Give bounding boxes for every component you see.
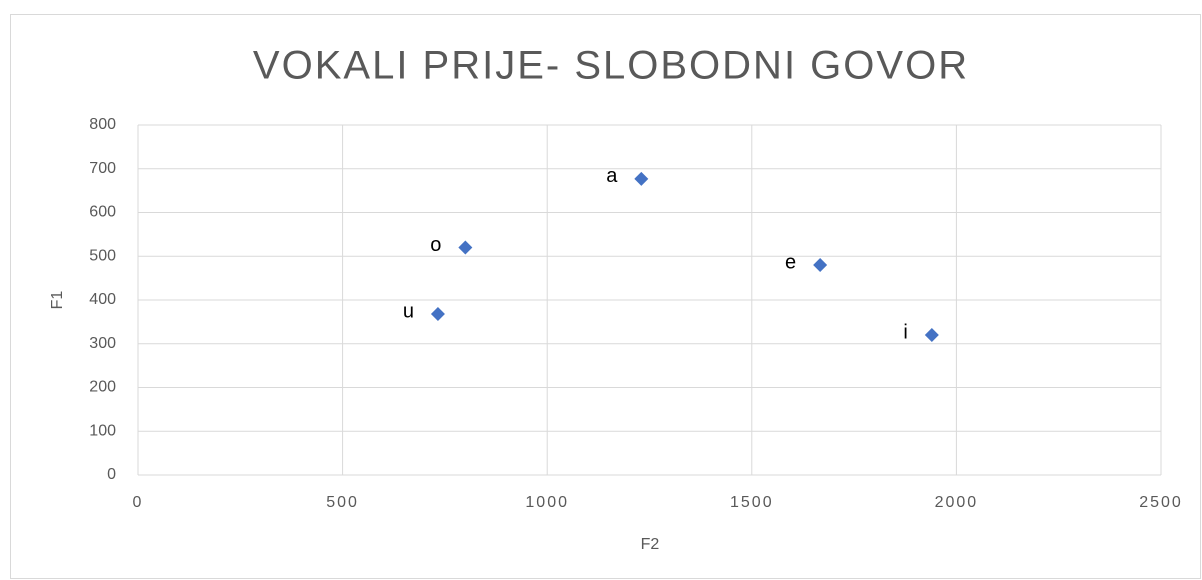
point — [813, 258, 828, 272]
y-tick-label: 300 — [89, 335, 116, 352]
chart-border — [10, 14, 1201, 579]
x-tick-label: 500 — [326, 494, 359, 511]
y-tick-label: 800 — [89, 116, 116, 133]
y-tick-label: 600 — [89, 204, 116, 221]
point — [924, 328, 939, 342]
x-tick-label: 1500 — [730, 494, 774, 511]
x-tick-label: 2000 — [935, 494, 979, 511]
chart-title: VOKALI PRIJE- SLOBODNI GOVOR — [253, 44, 969, 88]
point — [634, 171, 649, 186]
point-label: u — [403, 300, 414, 322]
point-label: o — [430, 234, 441, 256]
y-axis-label: F1 — [49, 291, 66, 310]
y-tick-label: 100 — [89, 422, 116, 439]
point — [458, 240, 473, 255]
y-tick-label: 700 — [89, 160, 116, 177]
y-tick-label: 0 — [107, 466, 116, 483]
point-label: i — [903, 321, 907, 343]
y-tick-label: 500 — [89, 247, 116, 264]
x-tick-label: 2500 — [1139, 494, 1183, 511]
point — [430, 307, 445, 321]
x-tick-label: 0 — [133, 494, 144, 511]
y-tick-label: 400 — [89, 291, 116, 308]
x-tick-label: 1000 — [525, 494, 569, 511]
y-tick-label: 200 — [89, 379, 116, 396]
point-label: a — [606, 165, 618, 187]
point-label: e — [785, 251, 796, 273]
x-axis-label: F2 — [641, 536, 660, 553]
